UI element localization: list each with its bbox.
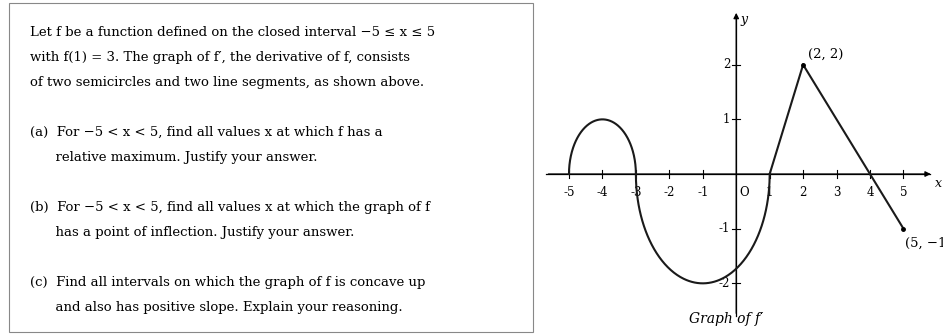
Text: 4: 4: [867, 186, 874, 199]
Text: x: x: [935, 177, 942, 190]
Text: 2: 2: [723, 58, 730, 71]
Text: with f(1) = 3. The graph of f′, the derivative of f, consists: with f(1) = 3. The graph of f′, the deri…: [30, 51, 410, 64]
Text: -3: -3: [630, 186, 641, 199]
Text: -2: -2: [719, 277, 730, 290]
Text: and also has positive slope. Explain your reasoning.: and also has positive slope. Explain you…: [30, 301, 403, 314]
Text: 3: 3: [833, 186, 840, 199]
Text: -4: -4: [597, 186, 608, 199]
Text: O: O: [739, 186, 749, 199]
Text: relative maximum. Justify your answer.: relative maximum. Justify your answer.: [30, 151, 318, 164]
Text: 2: 2: [800, 186, 807, 199]
Text: has a point of inflection. Justify your answer.: has a point of inflection. Justify your …: [30, 226, 355, 239]
Text: 1: 1: [766, 186, 773, 199]
Text: (a)  For −5 < x < 5, find all values x at which f has a: (a) For −5 < x < 5, find all values x at…: [30, 126, 383, 139]
Text: Let f be a function defined on the closed interval −5 ≤ x ≤ 5: Let f be a function defined on the close…: [30, 26, 436, 39]
Text: (2, 2): (2, 2): [808, 47, 844, 60]
Text: -5: -5: [563, 186, 574, 199]
Text: of two semicircles and two line segments, as shown above.: of two semicircles and two line segments…: [30, 76, 424, 89]
Text: 5: 5: [900, 186, 907, 199]
Text: Graph of f′: Graph of f′: [689, 312, 763, 326]
Text: -1: -1: [697, 186, 708, 199]
Text: (c)  Find all intervals on which the graph of f is concave up: (c) Find all intervals on which the grap…: [30, 276, 425, 289]
Text: y: y: [740, 13, 748, 26]
FancyBboxPatch shape: [9, 3, 533, 332]
Text: (b)  For −5 < x < 5, find all values x at which the graph of f: (b) For −5 < x < 5, find all values x at…: [30, 201, 430, 214]
Text: 1: 1: [723, 113, 730, 126]
Text: -2: -2: [664, 186, 675, 199]
Text: -1: -1: [719, 222, 730, 235]
Text: (5, −1): (5, −1): [905, 237, 943, 250]
